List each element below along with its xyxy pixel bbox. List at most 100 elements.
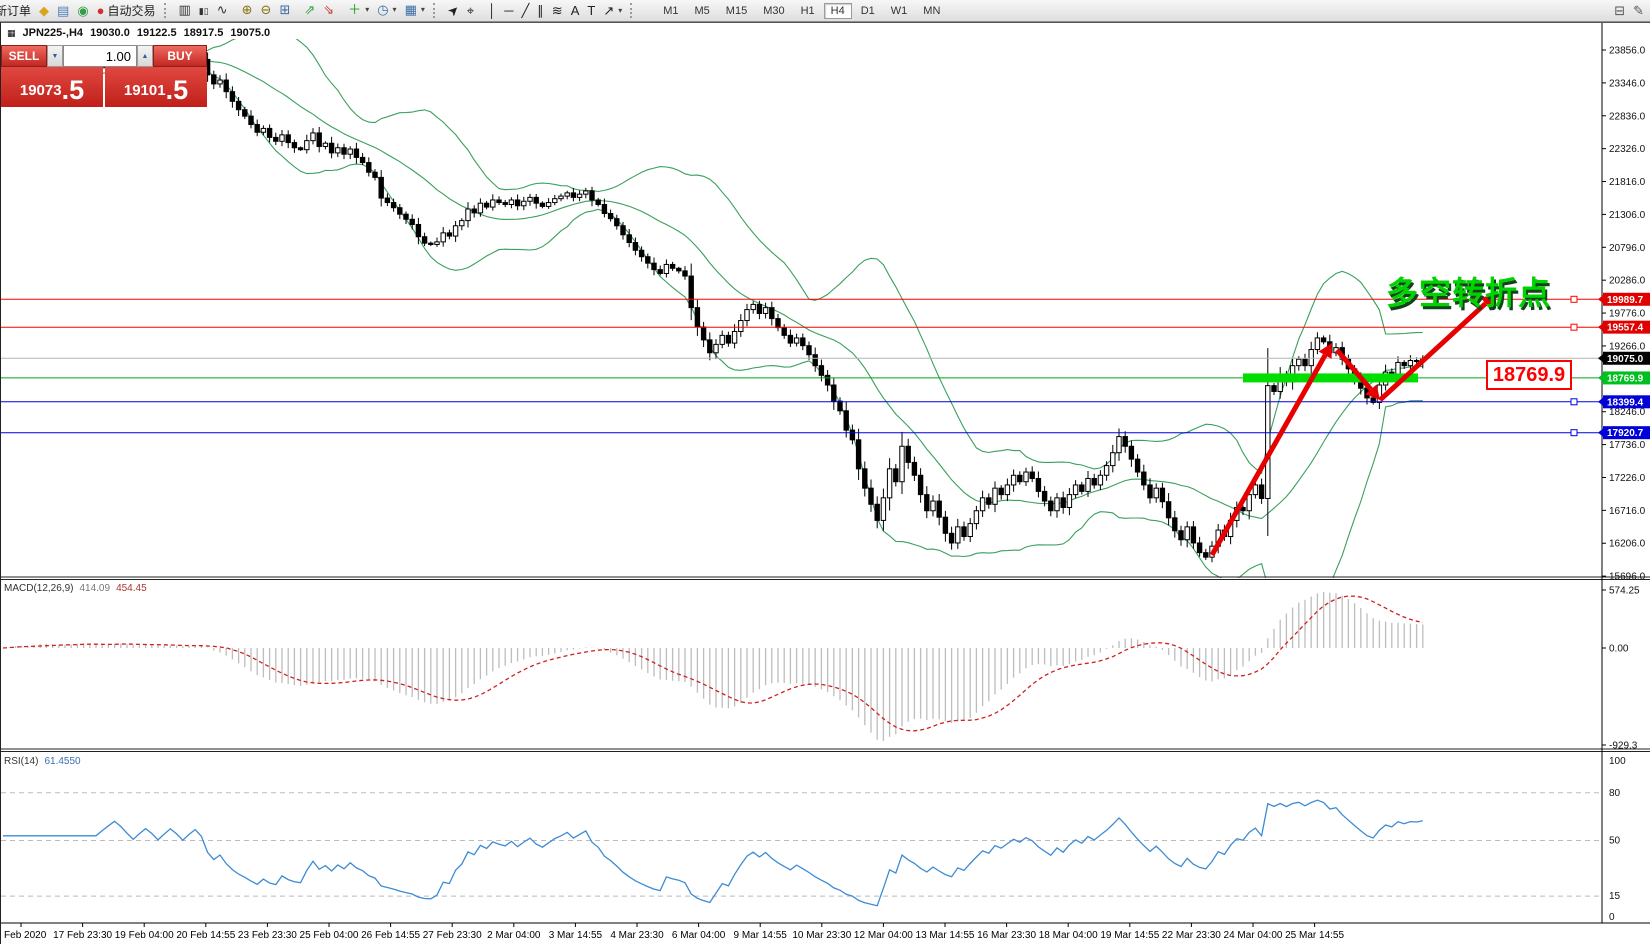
time-tick-label: 23 Feb 23:30 (238, 930, 297, 941)
line-chart-icon[interactable]: ∿ (213, 0, 232, 19)
computer-icon: ▤ (57, 3, 70, 18)
auto-scroll-icon: ⇗ (304, 2, 316, 17)
gold-icon: ◆ (39, 3, 50, 18)
window-icon[interactable]: ⊟ (1610, 1, 1629, 20)
chart-shift-icon[interactable]: ⇘ (319, 0, 338, 19)
zoom-in-icon[interactable]: ⊕ (238, 0, 257, 19)
time-tick-label: 27 Feb 23:30 (423, 930, 482, 941)
volume-down-button[interactable]: ▼ (47, 45, 63, 67)
time-tick-label: 25 Mar 14:55 (1285, 930, 1344, 941)
volume-input[interactable]: 1.00 (63, 45, 137, 67)
close-value: 19075.0 (230, 27, 271, 39)
timeframe-h1[interactable]: H1 (800, 4, 815, 17)
buy-price-frac: .5 (165, 75, 189, 105)
macd-indicator (2, 592, 1424, 741)
sell-price-frac: .5 (61, 75, 85, 105)
time-tick-label: 10 Mar 23:30 (792, 930, 851, 941)
toolbar-handle[interactable] (432, 3, 440, 18)
autotrading-button[interactable]: ● 自动交易 (96, 3, 156, 18)
price-tick-label: 17736.0 (1609, 440, 1646, 451)
period-icon[interactable]: ◷ ▾ (373, 0, 400, 19)
time-tick-label: 18 Mar 04:00 (1039, 930, 1098, 941)
sell-price-box[interactable]: 19073 .5 (1, 67, 103, 107)
vline-icon[interactable]: │ (484, 1, 500, 20)
line-handle[interactable] (1570, 323, 1578, 331)
fibonacci-icon: ≋ (551, 3, 563, 18)
timeframe-w1[interactable]: W1 (890, 4, 908, 17)
zoom-out-icon[interactable]: ⊖ (257, 0, 276, 19)
chart-canvas[interactable]: 23856.0 23346.0 22836.0 22326.0 21816.0 21306… (1, 23, 1650, 944)
axes-layer: 23856.0 23346.0 22836.0 22326.0 21816.0 21306… (1, 23, 1650, 941)
timeframe-mn[interactable]: MN (923, 4, 941, 17)
text-icon[interactable]: A (567, 1, 584, 20)
chart-window-icon: ▦ (7, 27, 16, 38)
turning-point-annotation[interactable]: 多空转折点 (1386, 275, 1552, 311)
line-handle[interactable] (1570, 295, 1578, 303)
trendline-icon[interactable]: ╱ (517, 1, 533, 20)
price-tick-label: 23346.0 (1609, 78, 1646, 89)
price-level-label[interactable]: 18769.9 (1486, 360, 1572, 390)
price-badge-label: 19075.0 (1607, 354, 1644, 365)
time-tick-label: 19 Mar 14:55 (1100, 930, 1159, 941)
line-handle[interactable] (1570, 398, 1578, 406)
sell-button[interactable]: SELL (1, 45, 47, 67)
timeframe-m15[interactable]: M15 (725, 4, 748, 17)
time-tick-label: 17 Feb 23:30 (53, 930, 112, 941)
rsi-indicator (1, 792, 1601, 907)
fibonacci-icon[interactable]: ≋ (548, 1, 567, 20)
autotrading-icon: ● (96, 3, 105, 18)
text-icon: A (570, 3, 580, 18)
price-tick-label: 16206.0 (1609, 539, 1646, 550)
rsi-tick-label: 80 (1609, 788, 1621, 799)
tile-windows-icon[interactable]: ⊞ (275, 0, 294, 19)
crosshair-icon[interactable]: ⌖ (463, 1, 478, 20)
price-tick-label: 574.25 (1609, 586, 1640, 597)
toolbar-handle[interactable] (163, 3, 171, 18)
price-badge-label: 19557.4 (1607, 323, 1644, 334)
gold-icon[interactable]: ◆ (35, 1, 53, 20)
time-tick-label: 4 Feb 2020 (1, 930, 47, 941)
macd-label: MACD(12,26,9) 414.09 454.45 (4, 583, 147, 594)
bar-chart-icon[interactable]: ▥ (175, 0, 195, 19)
pencil-icon[interactable]: ✎ (1629, 1, 1648, 20)
timeframe-m1[interactable]: M1 (663, 4, 679, 17)
toolbar-left-icons: ◆ ▤ ◉ (35, 1, 93, 20)
timeframe-h4[interactable]: H4 (823, 2, 852, 19)
time-tick-label: 13 Mar 14:55 (916, 930, 975, 941)
buy-price-box[interactable]: 19101 .5 (105, 67, 207, 107)
volume-up-button[interactable]: ▲ (137, 45, 153, 67)
signal-icon[interactable]: ◉ (73, 1, 92, 20)
buy-button[interactable]: BUY (153, 45, 207, 67)
cursor-icon[interactable]: ➤ (444, 1, 463, 20)
pencil-icon: ✎ (1633, 3, 1644, 18)
label-icon[interactable]: T (583, 1, 599, 20)
template-icon[interactable]: ▦ ▾ (401, 0, 429, 19)
hline-icon: ─ (504, 3, 514, 18)
price-badge-label: 17920.7 (1607, 428, 1644, 439)
timeframe-m30[interactable]: M30 (763, 4, 785, 17)
auto-scroll-icon[interactable]: ⇗ (300, 0, 319, 19)
timeframe-d1[interactable]: D1 (860, 4, 875, 17)
zoom-in-icon: ⊕ (241, 2, 253, 17)
label-icon: T (587, 3, 596, 18)
arrows-icon[interactable]: ↗ ▾ (599, 1, 626, 20)
price-badge (1603, 426, 1650, 440)
chart-window[interactable]: 23856.0 23346.0 22836.0 22326.0 21816.0 21306… (0, 22, 1650, 944)
toolbar-handle[interactable] (630, 3, 637, 18)
hline-icon[interactable]: ─ (500, 1, 517, 20)
support-band-object[interactable] (1243, 373, 1418, 383)
timeframe-m5[interactable]: M5 (694, 4, 710, 17)
computer-icon[interactable]: ▤ (53, 1, 73, 20)
trendline-icon: ╱ (521, 3, 530, 18)
cursor-icon: ➤ (444, 1, 463, 20)
trend-arrows (1209, 294, 1496, 557)
add-indicator-icon[interactable]: ＋ ▾ (344, 0, 373, 19)
template-icon: ▦ (404, 2, 417, 17)
line-handle[interactable] (1570, 429, 1578, 437)
time-tick-label: 4 Mar 23:30 (610, 930, 664, 941)
channel-icon[interactable]: ∥ (533, 1, 548, 20)
new-order-button[interactable]: 新订单 (0, 4, 32, 18)
time-tick-label: 3 Mar 14:55 (549, 930, 603, 941)
chart-ohlc-header: ▦ JPN225-,H4 19030.0 19122.5 18917.5 190… (7, 27, 270, 39)
candlestick-chart-icon[interactable]: ▮▯ (195, 2, 213, 21)
